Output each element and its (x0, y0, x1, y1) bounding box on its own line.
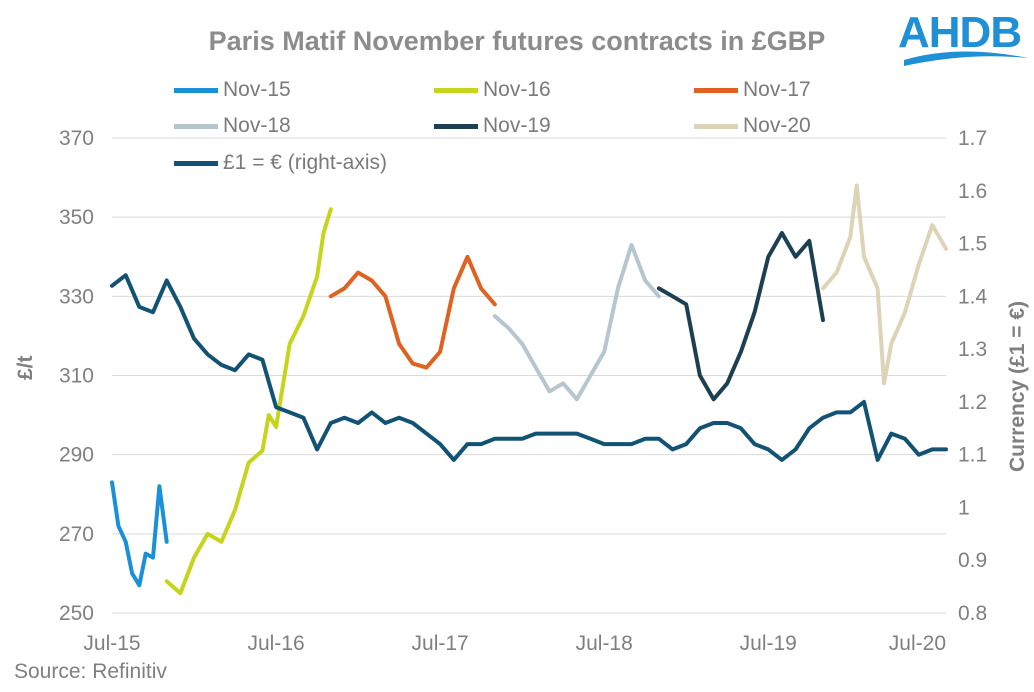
legend-item-nov-19: Nov-19 (434, 112, 551, 140)
y-tick-label-left: 350 (59, 206, 94, 229)
legend-swatch (434, 87, 478, 93)
x-tick-label: Jul-16 (247, 632, 304, 655)
x-tick-label: Jul-17 (412, 632, 469, 655)
x-axis-ticks: Jul-15 Jul-16 Jul-17 Jul-18 Jul-19 Jul-20 (83, 632, 946, 655)
series-line-nov-19 (656, 231, 825, 402)
series-line-nov-17 (328, 254, 497, 370)
logo-swoosh (904, 51, 1028, 66)
legend-item-nov-18: Nov-18 (174, 112, 291, 140)
legend-swatch (694, 87, 738, 93)
series-line-nov-18 (492, 242, 661, 402)
y-tick-label-left: 250 (59, 602, 94, 625)
y-tick-label-left: 310 (59, 365, 94, 388)
y-tick-label-right: 1.5 (958, 233, 987, 256)
x-tick-label: Jul-19 (740, 632, 797, 655)
y-axis-left-ticks: 250 270 290 310 330 350 370 (59, 127, 94, 625)
y-tick-label-left: 290 (59, 444, 94, 467)
source-note: Source: Refinitiv (14, 660, 167, 683)
y-tick-label-right: 1.4 (958, 285, 988, 308)
series-line-nov-16 (164, 207, 333, 596)
legend-label: Nov-15 (223, 78, 291, 101)
legend-label: Nov-18 (223, 114, 291, 137)
legend-item-nov-20: Nov-20 (694, 112, 811, 140)
legend-item-nov-16: Nov-16 (434, 76, 551, 104)
legend-label: Nov-17 (743, 78, 811, 101)
y-tick-label-right: 0.8 (958, 602, 987, 625)
x-tick-label: Jul-15 (83, 632, 140, 655)
series-line-nov-15 (110, 480, 169, 588)
legend-item-nov-17: Nov-17 (694, 76, 811, 104)
legend-label: Nov-19 (483, 114, 551, 137)
chart-title: Paris Matif November futures contracts i… (208, 26, 826, 56)
y-tick-label-right: 1 (958, 496, 970, 519)
y-tick-label-right: 1.2 (958, 391, 987, 414)
legend-item-nov-15: Nov-15 (174, 76, 291, 104)
x-tick-label: Jul-18 (576, 632, 633, 655)
y-tick-label-right: 1.1 (958, 444, 987, 467)
series-lines (110, 183, 948, 596)
y-tick-label-left: 330 (59, 285, 94, 308)
logo-text: AHDB (898, 8, 1022, 57)
x-tick-label: Jul-20 (889, 632, 946, 655)
legend-swatch (434, 123, 478, 129)
legend-swatch (174, 123, 218, 129)
y-tick-label-right: 1.7 (958, 127, 987, 150)
series-line-nov-20 (821, 183, 948, 386)
y-tick-label-right: 0.9 (958, 549, 987, 572)
y-axis-right-title: Currency (£1 = €) (1006, 301, 1029, 472)
y-tick-label-right: 1.3 (958, 338, 987, 361)
legend-label: £1 = € (right-axis) (223, 151, 387, 174)
y-axis-right-ticks: 0.8 0.9 1 1.1 1.2 1.3 1.4 1.5 1.6 1.7 (958, 127, 988, 625)
grid (112, 137, 946, 614)
legend-swatch (174, 87, 218, 93)
ahdb-logo: AHDB (898, 4, 1032, 74)
y-tick-label-right: 1.6 (958, 180, 987, 203)
y-tick-label-left: 270 (59, 523, 94, 546)
legend-label: Nov-20 (743, 114, 811, 137)
legend-item-gbp-eur: £1 = € (right-axis) (174, 149, 387, 177)
y-axis-left-title: £/t (14, 355, 37, 380)
y-tick-label-left: 370 (59, 127, 94, 150)
legend-label: Nov-16 (483, 78, 551, 101)
legend-swatch (694, 123, 738, 129)
legend-swatch (174, 160, 218, 166)
series-line--1-right-axis- (110, 273, 948, 462)
